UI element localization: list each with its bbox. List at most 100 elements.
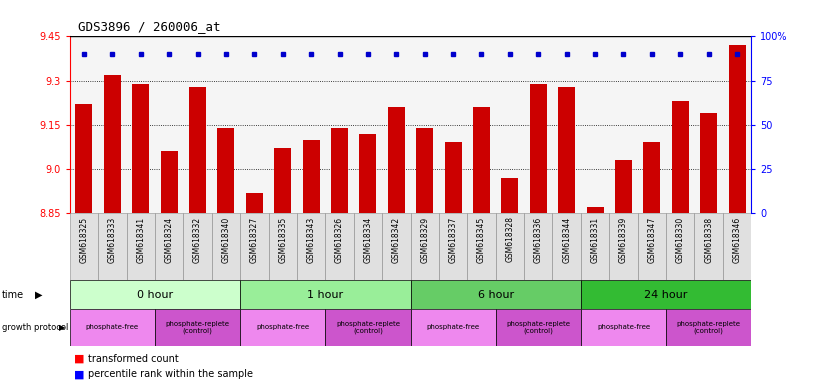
Bar <box>126 213 155 280</box>
Text: 1 hour: 1 hour <box>307 290 343 300</box>
Bar <box>581 280 751 309</box>
Text: phosphate-free: phosphate-free <box>86 324 139 330</box>
Bar <box>728 45 745 213</box>
Text: GSM618340: GSM618340 <box>222 217 231 263</box>
Bar <box>268 213 297 280</box>
Text: GSM618339: GSM618339 <box>619 217 628 263</box>
Text: GSM618327: GSM618327 <box>250 217 259 263</box>
Bar <box>638 213 666 280</box>
Text: phosphate-replete
(control): phosphate-replete (control) <box>166 321 230 334</box>
Bar <box>325 213 354 280</box>
Bar <box>416 128 433 213</box>
Bar <box>581 213 609 280</box>
Text: percentile rank within the sample: percentile rank within the sample <box>88 369 253 379</box>
Bar <box>76 104 93 213</box>
Bar <box>644 142 660 213</box>
Text: ■: ■ <box>74 354 88 364</box>
Text: GSM618338: GSM618338 <box>704 217 713 263</box>
Text: 6 hour: 6 hour <box>478 290 514 300</box>
Bar <box>360 134 377 213</box>
Bar <box>218 128 235 213</box>
Bar <box>666 309 751 346</box>
Text: 0 hour: 0 hour <box>137 290 173 300</box>
Text: GSM618346: GSM618346 <box>732 217 741 263</box>
Bar <box>410 213 439 280</box>
Bar <box>695 213 722 280</box>
Bar <box>241 309 325 346</box>
Text: ▶: ▶ <box>59 323 66 332</box>
Text: GSM618328: GSM618328 <box>506 217 515 263</box>
Bar <box>609 213 638 280</box>
Text: GSM618324: GSM618324 <box>165 217 174 263</box>
Bar <box>155 309 240 346</box>
Bar <box>245 192 263 213</box>
Bar <box>212 213 241 280</box>
Bar <box>467 213 496 280</box>
Bar <box>496 309 581 346</box>
Bar <box>241 213 268 280</box>
Bar <box>722 213 751 280</box>
Bar <box>70 213 99 280</box>
Text: GSM618335: GSM618335 <box>278 217 287 263</box>
Text: GSM618342: GSM618342 <box>392 217 401 263</box>
Text: GSM618325: GSM618325 <box>80 217 89 263</box>
Bar <box>388 107 405 213</box>
Text: GSM618331: GSM618331 <box>590 217 599 263</box>
Bar <box>445 142 461 213</box>
Text: GSM618332: GSM618332 <box>193 217 202 263</box>
Bar <box>183 213 212 280</box>
Bar <box>558 86 576 213</box>
Bar <box>331 128 348 213</box>
Bar <box>274 148 291 213</box>
Text: phosphate-replete
(control): phosphate-replete (control) <box>507 321 571 334</box>
Text: ▶: ▶ <box>34 290 42 300</box>
Bar <box>410 309 496 346</box>
Text: GSM618344: GSM618344 <box>562 217 571 263</box>
Text: GSM618330: GSM618330 <box>676 217 685 263</box>
Text: 24 hour: 24 hour <box>644 290 688 300</box>
Text: phosphate-free: phosphate-free <box>256 324 310 330</box>
Text: GSM618329: GSM618329 <box>420 217 429 263</box>
Bar <box>99 213 126 280</box>
Bar <box>524 213 553 280</box>
Text: GSM618343: GSM618343 <box>306 217 315 263</box>
Text: time: time <box>2 290 24 300</box>
Text: GSM618345: GSM618345 <box>477 217 486 263</box>
Bar <box>672 101 689 213</box>
Text: phosphate-free: phosphate-free <box>597 324 650 330</box>
Text: GSM618326: GSM618326 <box>335 217 344 263</box>
Text: phosphate-free: phosphate-free <box>427 324 479 330</box>
Bar <box>189 86 206 213</box>
Text: growth protocol: growth protocol <box>2 323 68 332</box>
Text: GSM618336: GSM618336 <box>534 217 543 263</box>
Bar <box>354 213 382 280</box>
Bar <box>132 84 149 213</box>
Text: GSM618334: GSM618334 <box>364 217 373 263</box>
Text: GSM618333: GSM618333 <box>108 217 117 263</box>
Bar <box>410 280 581 309</box>
Bar <box>104 75 121 213</box>
Bar <box>553 213 581 280</box>
Bar <box>241 280 410 309</box>
Bar <box>303 139 319 213</box>
Bar <box>530 84 547 213</box>
Bar <box>70 280 241 309</box>
Bar <box>155 213 183 280</box>
Bar <box>325 309 410 346</box>
Bar <box>70 309 155 346</box>
Text: GSM618347: GSM618347 <box>647 217 656 263</box>
Bar <box>161 151 177 213</box>
Text: phosphate-replete
(control): phosphate-replete (control) <box>677 321 741 334</box>
Text: GSM618337: GSM618337 <box>448 217 457 263</box>
Bar <box>382 213 410 280</box>
Bar <box>473 107 490 213</box>
Bar <box>297 213 325 280</box>
Text: GDS3896 / 260006_at: GDS3896 / 260006_at <box>78 20 221 33</box>
Bar <box>581 309 666 346</box>
Bar <box>496 213 524 280</box>
Bar <box>502 178 518 213</box>
Bar <box>666 213 695 280</box>
Bar <box>586 207 603 213</box>
Text: GSM618341: GSM618341 <box>136 217 145 263</box>
Text: ■: ■ <box>74 369 88 379</box>
